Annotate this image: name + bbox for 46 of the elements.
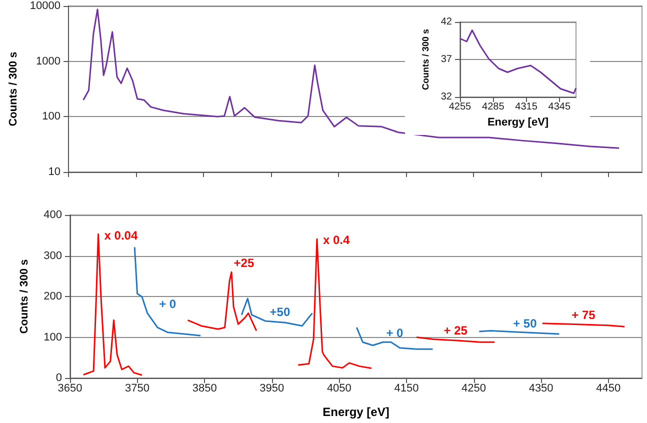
y-tick-label: 37 xyxy=(440,54,452,65)
y-tick-label: 100 xyxy=(42,110,60,123)
x-tick-label: 4255 xyxy=(448,102,472,112)
series-label: +50 xyxy=(270,304,290,319)
x-tick-label: 4315 xyxy=(515,102,538,112)
series-label: + 50 xyxy=(513,316,538,330)
series-label: x 0.04 xyxy=(104,228,138,242)
y-tick-label: 1000 xyxy=(36,55,60,68)
x-tick-label: 4285 xyxy=(482,102,505,112)
y-axis-title: Counts / 300 s xyxy=(8,52,20,126)
x-tick-label: 4150 xyxy=(394,382,419,394)
line-series xyxy=(356,326,434,350)
x-tick-label: 4250 xyxy=(462,382,486,394)
x-tick-label: 3750 xyxy=(125,382,150,394)
line-series xyxy=(134,246,202,336)
y-tick-label: 300 xyxy=(44,250,62,262)
series-label: + 25 xyxy=(444,323,468,338)
y-tick-label: 400 xyxy=(44,209,62,221)
y-tick-label: 200 xyxy=(44,290,62,302)
x-tick-label: 3650 xyxy=(58,382,82,394)
series-label: +25 xyxy=(234,256,254,270)
x-tick-label: 4450 xyxy=(596,382,621,394)
series-label: + 75 xyxy=(572,308,596,322)
x-tick-label: 3850 xyxy=(192,382,217,394)
x-tick-label: 4345 xyxy=(548,102,571,112)
series-label: + 0 xyxy=(159,297,176,312)
y-axis-title: Counts / 300 s xyxy=(420,28,430,90)
x-axis-title: Energy [eV] xyxy=(322,405,390,419)
x-tick-label: 3950 xyxy=(260,382,284,394)
line-series xyxy=(459,30,577,94)
line-series xyxy=(82,233,143,376)
line-series xyxy=(82,8,620,149)
y-tick-label: 32 xyxy=(440,92,452,102)
y-tick-label: 10 xyxy=(48,166,60,178)
line-series xyxy=(187,271,258,332)
y-tick-label: 0 xyxy=(56,372,62,384)
y-tick-label: 100 xyxy=(44,331,62,344)
line-series xyxy=(240,298,314,327)
x-axis-title: Energy [eV] xyxy=(487,116,549,128)
y-axis-title: Counts / 300 s xyxy=(18,259,30,334)
x-tick-label: 4350 xyxy=(528,382,554,394)
series-label: + 0 xyxy=(386,326,404,340)
y-tick-label: 10000 xyxy=(30,0,60,12)
x-tick-label: 4050 xyxy=(326,382,352,394)
y-tick-label: 42 xyxy=(440,16,452,28)
series-label: x 0.4 xyxy=(322,232,350,247)
